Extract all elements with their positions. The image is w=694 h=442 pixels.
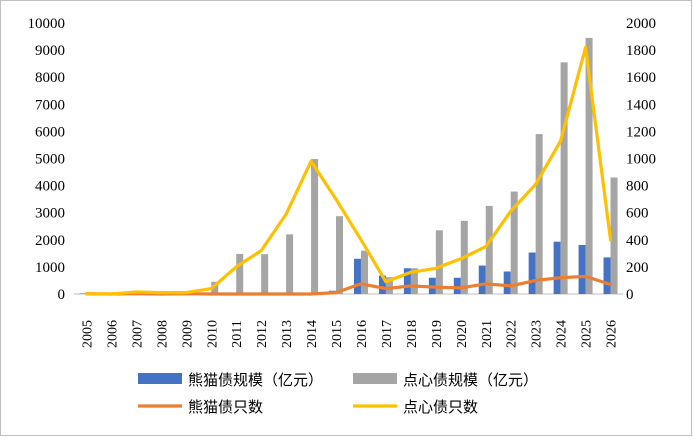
- bar: [478, 265, 486, 294]
- right-y-tick-label: 0: [626, 287, 634, 303]
- bar: [336, 216, 344, 294]
- x-tick-label: 2013: [280, 320, 295, 348]
- right-y-tick-label: 1800: [626, 43, 656, 59]
- left-y-tick-label: 0: [58, 287, 66, 303]
- x-tick-label: 2019: [430, 320, 445, 348]
- right-y-tick-label: 200: [626, 260, 649, 276]
- bar: [610, 177, 618, 294]
- right-y-tick-label: 800: [626, 179, 649, 195]
- left-y-tick-label: 6000: [35, 124, 65, 140]
- bar: [535, 134, 543, 294]
- left-y-tick-label: 9000: [35, 43, 65, 59]
- x-tick-label: 2022: [505, 320, 520, 348]
- left-y-tick-label: 5000: [35, 152, 65, 168]
- right-y-tick-label: 400: [626, 233, 649, 249]
- bar: [353, 258, 361, 294]
- bar: [560, 62, 568, 294]
- left-y-tick-label: 7000: [35, 97, 65, 113]
- x-tick-label: 2012: [255, 320, 270, 348]
- bar: [403, 268, 411, 294]
- bar: [360, 250, 368, 294]
- x-tick-label: 2007: [130, 320, 145, 348]
- legend-label: 熊猫债只数: [188, 398, 263, 416]
- right-y-tick-label: 1400: [626, 97, 656, 113]
- line-series-group: [84, 45, 613, 296]
- axes: 0100020003000400050006000700080009000100…: [28, 16, 657, 348]
- bar: [603, 257, 611, 294]
- bar: [503, 271, 511, 294]
- bar-series-group: [79, 37, 618, 294]
- right-y-tick-label: 1600: [626, 70, 656, 86]
- bar: [435, 230, 443, 294]
- x-tick-label: 2023: [530, 320, 545, 348]
- bar: [261, 254, 269, 294]
- legend-swatch: [353, 373, 397, 384]
- x-tick-label: 2016: [355, 320, 370, 348]
- x-tick-label: 2014: [305, 320, 320, 348]
- right-y-tick-label: 1200: [626, 124, 656, 140]
- legend-item: 熊猫债规模（亿元）: [138, 371, 323, 389]
- x-tick-label: 2010: [205, 320, 220, 348]
- bar: [385, 277, 393, 294]
- legend-item: 点心债规模（亿元）: [353, 371, 538, 389]
- left-y-tick-label: 8000: [35, 70, 65, 86]
- right-y-tick-label: 1000: [626, 152, 656, 168]
- bar: [236, 253, 244, 294]
- x-tick-label: 2008: [155, 320, 170, 348]
- bar: [79, 293, 87, 294]
- bar: [485, 205, 493, 294]
- bar: [211, 281, 219, 294]
- line-series-2: [84, 45, 613, 296]
- legend: 熊猫债规模（亿元） 点心债规模（亿元） 熊猫债只数 点心债只数: [138, 371, 538, 416]
- bar: [410, 268, 418, 294]
- legend-label: 熊猫债规模（亿元）: [188, 371, 323, 389]
- x-tick-label: 2011: [230, 320, 245, 347]
- left-y-tick-label: 1000: [35, 260, 65, 276]
- x-tick-label: 2005: [80, 320, 95, 348]
- x-tick-label: 2017: [380, 320, 395, 348]
- bar: [578, 244, 586, 294]
- bar-series-1: [79, 241, 611, 294]
- x-tick-label: 2018: [405, 320, 420, 348]
- x-tick-label: 2015: [330, 320, 345, 348]
- x-tick-label: 2026: [605, 320, 620, 348]
- x-tick-label: 2024: [555, 320, 570, 348]
- legend-item: 熊猫债只数: [138, 398, 263, 416]
- bar: [528, 252, 536, 294]
- legend-label: 点心债规模（亿元）: [403, 371, 538, 389]
- bar: [510, 191, 518, 294]
- bar: [553, 241, 561, 294]
- bar: [311, 159, 319, 294]
- left-y-tick-label: 3000: [35, 206, 65, 222]
- legend-label: 点心债只数: [403, 398, 478, 416]
- bar: [378, 275, 386, 294]
- left-y-tick-label: 2000: [35, 233, 65, 249]
- x-tick-label: 2006: [105, 320, 120, 348]
- right-y-tick-label: 2000: [626, 16, 656, 32]
- right-y-tick-label: 600: [626, 206, 649, 222]
- x-tick-label: 2021: [480, 320, 495, 348]
- legend-item: 点心债只数: [353, 398, 478, 416]
- bar: [286, 234, 294, 294]
- x-tick-label: 2025: [580, 320, 595, 348]
- x-tick-label: 2020: [455, 320, 470, 348]
- legend-swatch: [138, 373, 182, 384]
- bar: [453, 277, 461, 294]
- x-tick-label: 2009: [180, 320, 195, 348]
- bar: [585, 37, 593, 294]
- left-y-tick-label: 10000: [28, 16, 66, 32]
- left-y-tick-label: 4000: [35, 179, 65, 195]
